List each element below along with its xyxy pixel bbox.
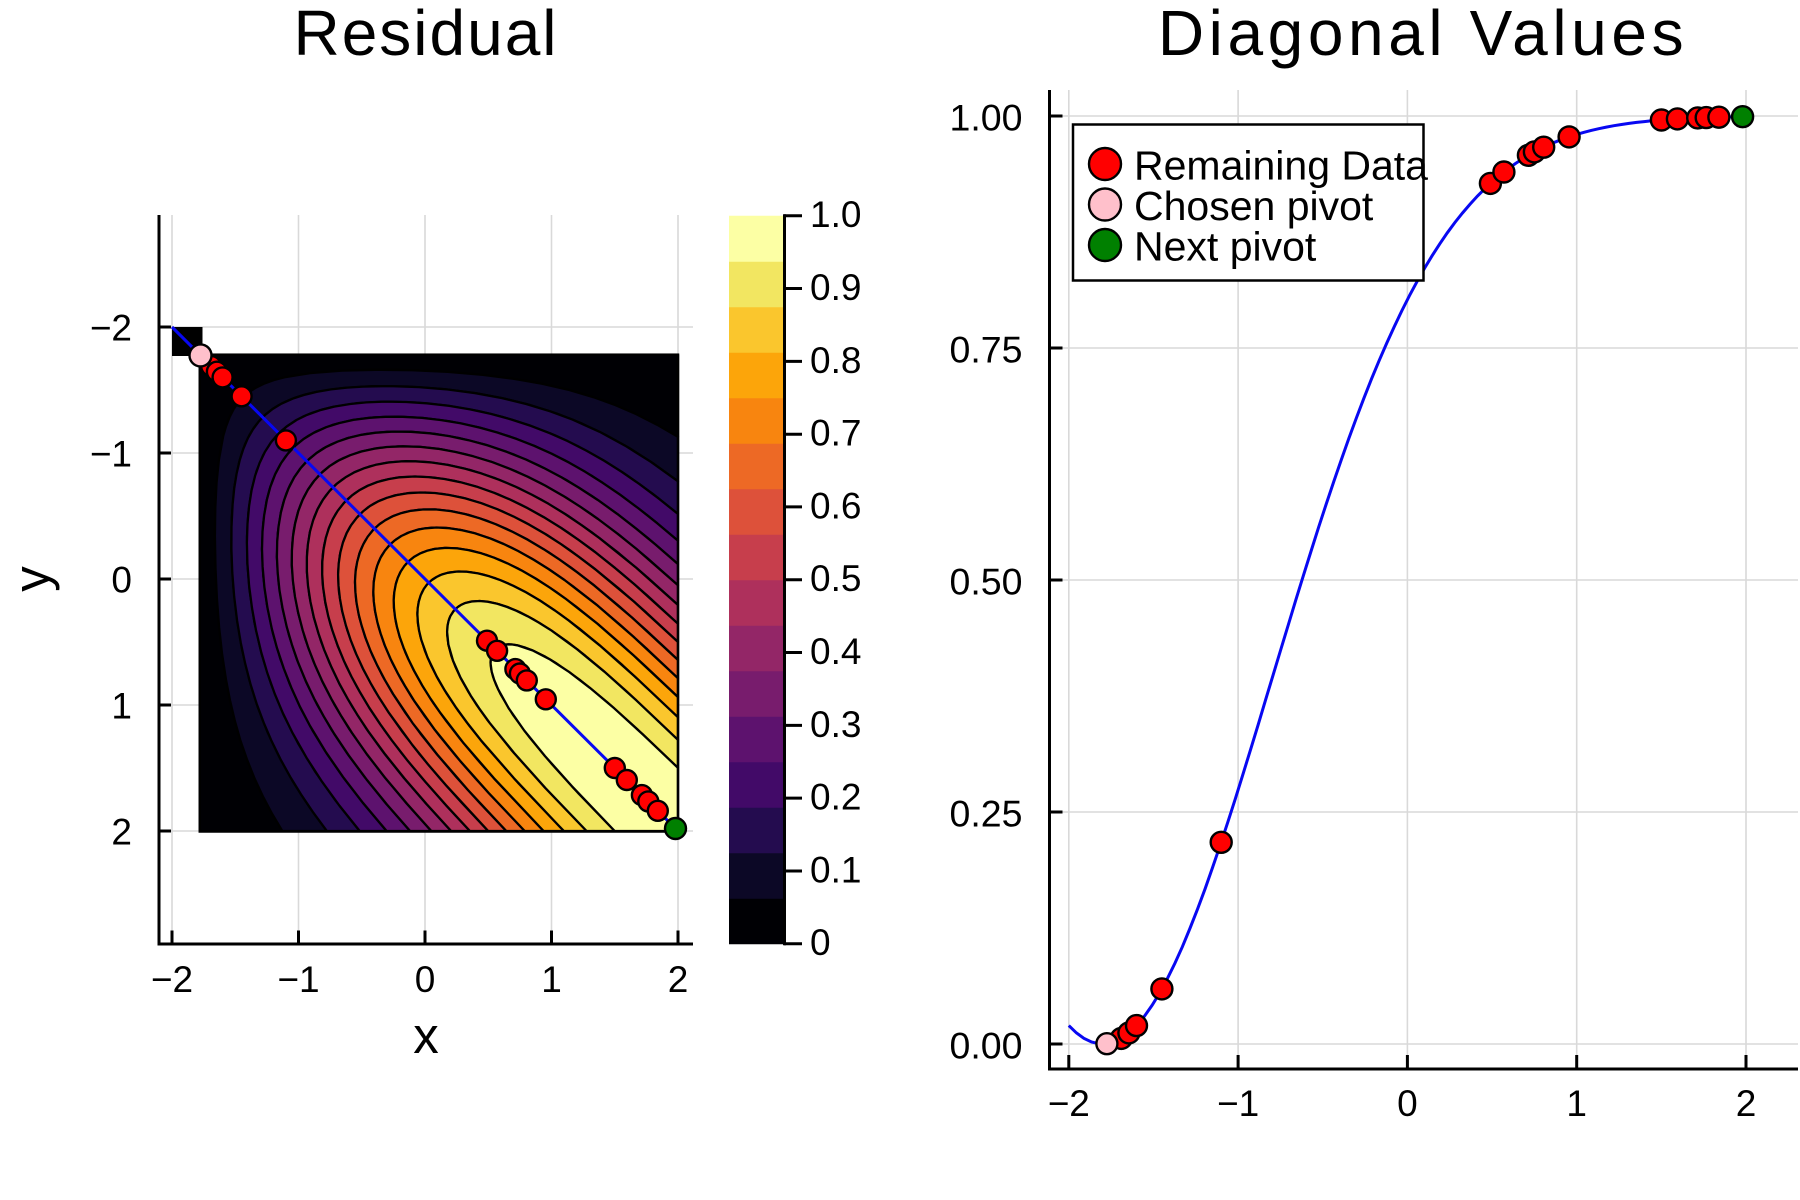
svg-text:x: x — [413, 1007, 439, 1064]
svg-text:Diagonal Values: Diagonal Values — [1158, 0, 1688, 69]
svg-text:−1: −1 — [1217, 1083, 1259, 1124]
svg-text:0.1: 0.1 — [810, 850, 861, 891]
svg-text:1: 1 — [111, 686, 132, 727]
svg-text:0: 0 — [111, 560, 132, 601]
svg-text:0: 0 — [1397, 1083, 1418, 1124]
svg-text:−1: −1 — [277, 959, 319, 1000]
svg-text:0.4: 0.4 — [810, 631, 861, 672]
svg-text:0: 0 — [415, 959, 436, 1000]
svg-text:0.25: 0.25 — [950, 793, 1023, 835]
svg-text:1.0: 1.0 — [810, 194, 861, 235]
svg-text:−2: −2 — [90, 308, 132, 349]
svg-text:2: 2 — [111, 812, 132, 853]
svg-text:−2: −2 — [1048, 1083, 1090, 1124]
svg-text:−2: −2 — [151, 959, 193, 1000]
svg-text:1: 1 — [541, 959, 562, 1000]
svg-text:−1: −1 — [90, 434, 132, 475]
svg-text:Residual: Residual — [293, 0, 558, 69]
svg-text:Remaining Data: Remaining Data — [1134, 143, 1428, 189]
svg-text:0.3: 0.3 — [810, 704, 861, 745]
svg-text:0.7: 0.7 — [810, 413, 861, 454]
svg-text:0.50: 0.50 — [950, 561, 1023, 603]
svg-text:1.00: 1.00 — [950, 97, 1023, 139]
svg-text:0.6: 0.6 — [810, 486, 861, 527]
svg-text:1: 1 — [1566, 1083, 1587, 1124]
svg-text:y: y — [3, 566, 60, 592]
svg-text:Chosen pivot: Chosen pivot — [1134, 183, 1374, 229]
svg-text:0.5: 0.5 — [810, 558, 861, 599]
svg-text:Next pivot: Next pivot — [1134, 224, 1317, 270]
svg-text:0.8: 0.8 — [810, 340, 861, 381]
svg-text:0.75: 0.75 — [950, 329, 1023, 371]
svg-text:0.00: 0.00 — [950, 1025, 1023, 1067]
svg-text:0.9: 0.9 — [810, 267, 861, 308]
svg-text:0: 0 — [810, 922, 831, 963]
svg-text:0.2: 0.2 — [810, 777, 861, 818]
svg-text:2: 2 — [668, 959, 689, 1000]
svg-text:2: 2 — [1736, 1083, 1757, 1124]
